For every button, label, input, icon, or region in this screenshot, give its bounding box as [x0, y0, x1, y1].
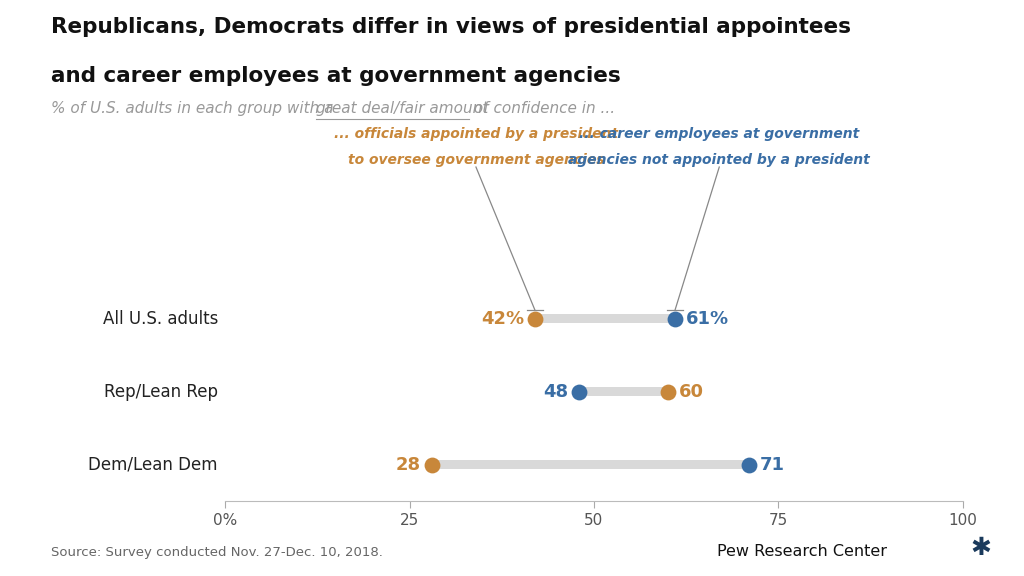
Text: agencies not appointed by a president: agencies not appointed by a president — [568, 153, 870, 167]
Text: Dem/Lean Dem: Dem/Lean Dem — [88, 456, 218, 473]
Text: great deal/fair amount: great deal/fair amount — [315, 101, 488, 116]
Text: Rep/Lean Rep: Rep/Lean Rep — [103, 382, 218, 401]
Text: 42%: 42% — [480, 310, 524, 328]
Text: 61%: 61% — [686, 310, 729, 328]
Text: 60: 60 — [679, 382, 703, 401]
Text: to oversee government agencies: to oversee government agencies — [348, 153, 604, 167]
Point — [667, 314, 683, 323]
Text: 48: 48 — [543, 382, 568, 401]
Text: ✱: ✱ — [971, 536, 991, 560]
Text: % of U.S. adults in each group with a: % of U.S. adults in each group with a — [51, 101, 339, 116]
Text: 71: 71 — [760, 456, 784, 473]
Text: of confidence in ...: of confidence in ... — [469, 101, 615, 116]
Point — [571, 387, 588, 396]
Text: ... career employees at government: ... career employees at government — [580, 127, 859, 141]
Text: ... officials appointed by a president: ... officials appointed by a president — [334, 127, 617, 141]
Text: and career employees at government agencies: and career employees at government agenc… — [51, 66, 621, 86]
Point — [659, 387, 676, 396]
Text: Source: Survey conducted Nov. 27-Dec. 10, 2018.: Source: Survey conducted Nov. 27-Dec. 10… — [51, 545, 383, 559]
Bar — [432, 460, 749, 469]
Bar — [580, 387, 668, 396]
Text: Pew Research Center: Pew Research Center — [717, 544, 887, 559]
Point — [740, 460, 757, 469]
Text: 28: 28 — [395, 456, 421, 473]
Bar — [535, 314, 675, 324]
Text: Republicans, Democrats differ in views of presidential appointees: Republicans, Democrats differ in views o… — [51, 17, 851, 37]
Point — [424, 460, 440, 469]
Text: All U.S. adults: All U.S. adults — [102, 310, 218, 328]
Point — [526, 314, 543, 323]
